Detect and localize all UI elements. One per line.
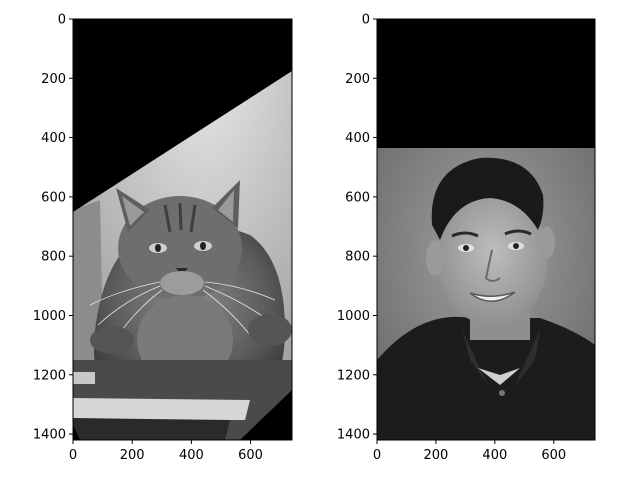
- left-image-panel: 0 200 400 600 0 200 400 600 800 1000 1200 1400: [33, 13, 293, 464]
- left-y-tick-label-5: 1000: [33, 309, 66, 324]
- left-x-tick-label-3: 600: [238, 448, 263, 463]
- left-x-tick-label-0: 0: [69, 448, 77, 463]
- right-axes-frame: [376, 18, 596, 441]
- left-y-tick-label-1: 200: [41, 72, 66, 87]
- right-y-tick-label-7: 1400: [337, 428, 370, 443]
- left-axes-frame: [72, 18, 293, 441]
- right-x-tick-label-0: 0: [373, 448, 381, 463]
- right-y-tick-label-2: 400: [345, 131, 370, 146]
- right-x-tick-label-3: 600: [541, 448, 566, 463]
- left-y-tick-label-3: 600: [41, 190, 66, 205]
- cat-image: [73, 19, 292, 440]
- left-x-tick-label-2: 400: [179, 448, 204, 463]
- right-y-tick-label-3: 600: [345, 190, 370, 205]
- left-y-tick-label-2: 400: [41, 131, 66, 146]
- left-y-tick-label-0: 0: [58, 13, 66, 28]
- right-y-tick-label-1: 200: [345, 72, 370, 87]
- right-y-tick-label-5: 1000: [337, 309, 370, 324]
- left-y-tick-label-6: 1200: [33, 368, 66, 383]
- left-x-tick-label-1: 200: [120, 448, 145, 463]
- right-x-tick-label-2: 400: [482, 448, 507, 463]
- right-axis-ticks: 0 200 400 600 0 200 400 600 800 1000 1200 1400: [337, 13, 566, 464]
- right-image-panel: 0 200 400 600 0 200 400 600 800 1000 1200 1400: [337, 13, 596, 464]
- left-y-tick-label-4: 800: [41, 250, 66, 265]
- right-y-tick-label-4: 800: [345, 250, 370, 265]
- left-axis-ticks: 0 200 400 600 0 200 400 600 800 1000 1200 1400: [33, 13, 263, 464]
- right-y-tick-label-0: 0: [362, 13, 370, 28]
- right-y-tick-label-6: 1200: [337, 368, 370, 383]
- portrait-image: [377, 19, 595, 440]
- right-x-tick-label-1: 200: [424, 448, 449, 463]
- left-y-tick-label-7: 1400: [33, 428, 66, 443]
